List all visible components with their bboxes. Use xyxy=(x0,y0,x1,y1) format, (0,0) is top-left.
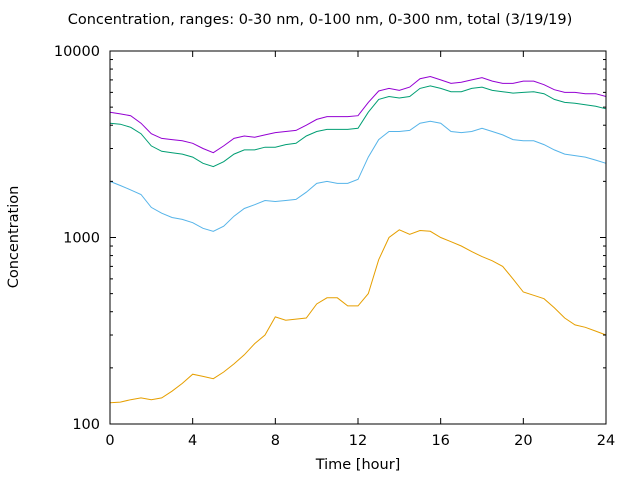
x-tick-label: 24 xyxy=(597,433,615,449)
x-tick-label: 20 xyxy=(514,433,532,449)
series-line-4 xyxy=(109,75,607,154)
y-axis-label: Concentration xyxy=(6,185,22,289)
chart-title: Concentration, ranges: 0-30 nm, 0-100 nm… xyxy=(67,12,573,28)
y-tick-label: 10000 xyxy=(54,44,100,60)
y-tick-label: 1000 xyxy=(63,231,100,247)
series-line-1 xyxy=(109,229,607,404)
series-line-3 xyxy=(109,85,607,168)
y-tick-label: 100 xyxy=(72,417,100,433)
tick-layer: 0 4 8 12 16 20 24 100 1000 10000 xyxy=(54,44,615,449)
plot-frame xyxy=(109,50,607,425)
x-tick-label: 8 xyxy=(271,433,280,449)
x-tick-label: 12 xyxy=(349,433,367,449)
x-axis-label: Time [hour] xyxy=(315,457,401,473)
series-line-2 xyxy=(109,120,607,232)
x-tick-label: 4 xyxy=(188,433,197,449)
x-tick-label: 16 xyxy=(431,433,449,449)
series-layer xyxy=(109,75,607,404)
x-tick-label: 0 xyxy=(105,433,114,449)
